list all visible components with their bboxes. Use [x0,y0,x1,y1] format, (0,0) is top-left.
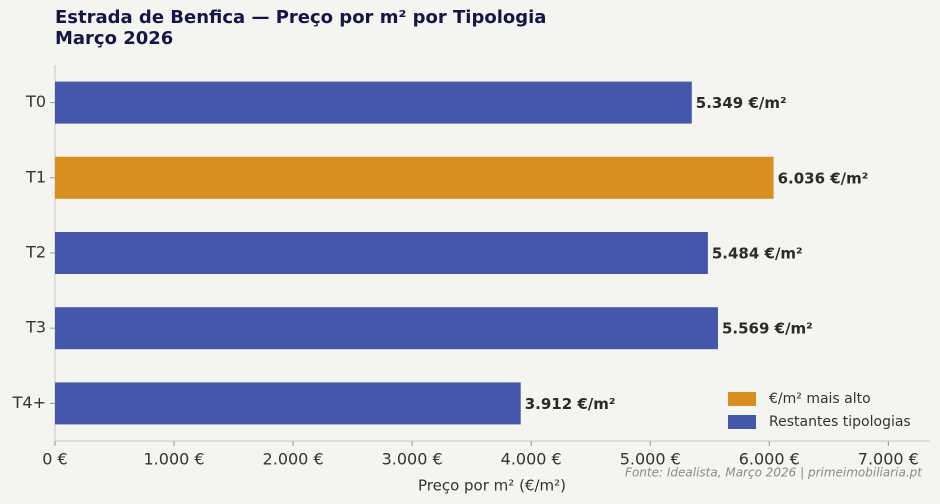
source-note: Fonte: Idealista, Março 2026 | primeimob… [625,466,923,480]
x-tick-label: 3.000 € [382,450,443,469]
value-label: 5.569 €/m² [722,320,813,338]
value-label: 5.484 €/m² [712,245,803,263]
y-tick-label: T4+ [12,393,46,412]
legend-label: Restantes tipologias [769,414,911,430]
x-tick-label: 4.000 € [501,450,562,469]
y-tick-label: T1 [25,167,46,186]
x-axis-label: Preço por m² (€/m²) [418,477,566,495]
legend-label: €/m² mais alto [769,391,871,407]
legend-swatch [728,392,756,406]
x-tick-label: 2.000 € [263,450,324,469]
bar [55,307,718,350]
x-tick-label: 6.000 € [739,450,800,469]
value-label: 6.036 €/m² [778,169,869,187]
bar [55,232,708,274]
x-tick-label: 0 € [42,450,67,469]
y-tick-label: T3 [25,318,46,337]
chart-title: Estrada de Benfica — Preço por m² por Ti… [55,7,546,28]
bar [55,382,521,425]
y-tick-label: T2 [25,243,46,262]
x-tick-label: 1.000 € [144,450,205,469]
value-label: 3.912 €/m² [525,395,616,413]
value-label: 5.349 €/m² [696,94,787,112]
bar [55,81,692,124]
x-tick-label: 7.000 € [858,450,919,469]
chart-subtitle: Março 2026 [55,28,173,49]
legend-swatch [728,415,756,429]
x-tick-label: 5.000 € [620,450,681,469]
bar [55,156,774,199]
y-tick-label: T0 [25,92,46,111]
